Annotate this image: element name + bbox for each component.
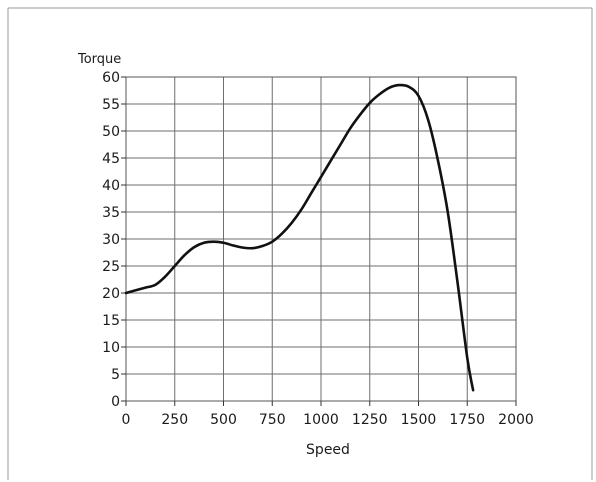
y-axis-label: Torque <box>77 52 121 67</box>
y-tick-label: 20 <box>102 286 120 302</box>
y-tick-label: 15 <box>102 313 120 329</box>
y-tick-label: 10 <box>102 340 120 356</box>
y-tick-label: 35 <box>102 205 120 221</box>
x-tick-label: 250 <box>161 412 188 428</box>
y-tick-label: 45 <box>102 151 120 167</box>
y-tick-label: 0 <box>111 394 120 410</box>
grid <box>125 76 517 402</box>
x-axis-label: Speed <box>306 442 350 458</box>
y-tick-label: 25 <box>102 259 120 275</box>
y-tick-label: 5 <box>111 367 120 383</box>
x-axis: 0 250 500 750 1000 1250 1500 1750 2000 <box>122 401 534 428</box>
x-tick-label: 750 <box>259 412 286 428</box>
y-tick-label: 50 <box>102 124 120 140</box>
x-tick-label: 1250 <box>352 412 388 428</box>
y-tick-label: 30 <box>102 232 120 248</box>
y-tick-label: 55 <box>102 97 120 113</box>
torque-curve <box>124 83 475 392</box>
y-tick-label: 60 <box>102 70 120 86</box>
x-tick-label: 1500 <box>401 412 437 428</box>
x-tick-label: 1750 <box>449 412 485 428</box>
y-axis: 0 5 10 15 20 25 30 35 40 45 50 55 60 <box>102 70 126 410</box>
series-layer <box>124 83 475 392</box>
x-tick-label: 500 <box>210 412 237 428</box>
x-tick-label: 2000 <box>498 412 534 428</box>
x-tick-label: 1000 <box>303 412 339 428</box>
y-tick-label: 40 <box>102 178 120 194</box>
x-tick-label: 0 <box>122 412 131 428</box>
